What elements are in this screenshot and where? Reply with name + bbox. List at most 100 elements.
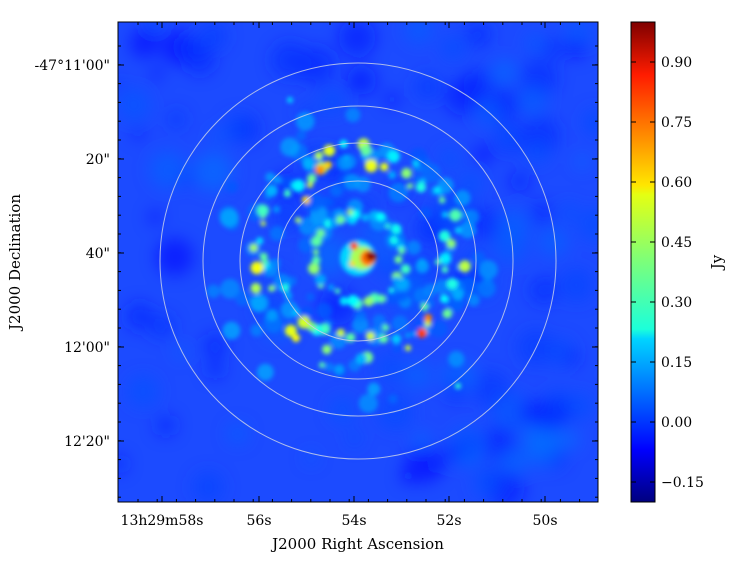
emission-blob bbox=[346, 332, 356, 343]
colorbar-tick-label: 0.30 bbox=[661, 295, 692, 311]
noise-patch bbox=[202, 333, 228, 359]
emission-blob bbox=[295, 217, 301, 223]
emission-blob bbox=[333, 364, 345, 375]
emission-blob bbox=[437, 190, 444, 196]
noise-patch bbox=[543, 37, 566, 60]
emission-blob bbox=[292, 334, 300, 342]
emission-blob bbox=[334, 288, 341, 294]
emission-blob bbox=[446, 278, 458, 290]
emission-blob bbox=[350, 209, 361, 220]
emission-blob bbox=[386, 291, 400, 305]
noise-patch bbox=[578, 208, 598, 242]
emission-blob bbox=[404, 332, 411, 339]
emission-blob bbox=[458, 260, 471, 273]
emission-blob bbox=[464, 209, 480, 225]
noise-patch bbox=[447, 366, 463, 382]
emission-blob bbox=[327, 284, 335, 291]
colorbar-label: Jy bbox=[708, 254, 726, 271]
colorbar-tick-label: 0.60 bbox=[661, 175, 692, 191]
emission-blob bbox=[319, 362, 325, 368]
emission-blob bbox=[311, 255, 321, 265]
overlay-circle bbox=[277, 180, 439, 342]
noise-patch bbox=[174, 345, 188, 359]
colorbar-ticks: −0.15 0.00 0.15 0.30 0.45 0.60 0.75 0.90 bbox=[631, 55, 704, 491]
noise-patch bbox=[575, 154, 589, 169]
emission-blob bbox=[387, 150, 400, 163]
noise-patch bbox=[167, 110, 186, 129]
y-tick-label: 40" bbox=[86, 246, 110, 262]
noise-patch bbox=[559, 268, 594, 302]
noise-patch bbox=[223, 114, 254, 144]
emission-blob bbox=[259, 252, 268, 261]
noise-patch bbox=[501, 130, 515, 144]
emission-blob bbox=[298, 216, 318, 236]
emission-blob bbox=[448, 350, 465, 368]
y-tick-label: 12'20" bbox=[64, 434, 110, 450]
emission-blob bbox=[336, 328, 345, 337]
emission-blob bbox=[343, 154, 350, 160]
emission-blob bbox=[388, 394, 398, 404]
emission-blob bbox=[478, 260, 498, 280]
noise-patch bbox=[439, 148, 461, 170]
emission-blob bbox=[350, 242, 358, 250]
emission-blob bbox=[364, 159, 378, 173]
emission-blob bbox=[391, 223, 402, 234]
noise-patch bbox=[149, 314, 175, 339]
noise-patch bbox=[118, 78, 125, 92]
overlay-circle bbox=[239, 142, 477, 380]
emission-blobs bbox=[206, 97, 498, 413]
emission-blob bbox=[250, 261, 264, 275]
noise-patch bbox=[497, 445, 529, 477]
emission-blob bbox=[222, 321, 241, 340]
noise-patch bbox=[444, 76, 483, 116]
emission-blob bbox=[298, 237, 314, 253]
noise-patch bbox=[404, 22, 434, 44]
noise-patch bbox=[384, 91, 400, 108]
noise-patch bbox=[417, 217, 440, 241]
noise-patch bbox=[582, 108, 598, 133]
emission-blob bbox=[307, 182, 313, 188]
x-tick-label: 56s bbox=[247, 513, 272, 529]
noise-patch bbox=[524, 32, 546, 54]
noise-patch bbox=[348, 73, 363, 88]
emission-blob bbox=[280, 137, 300, 157]
emission-blob bbox=[314, 151, 323, 160]
noise-patch bbox=[565, 392, 594, 421]
y-axis-label: J2000 Declination bbox=[6, 194, 24, 332]
noise-patch bbox=[565, 350, 581, 366]
noise-patch bbox=[148, 151, 187, 189]
emission-blob bbox=[438, 230, 451, 242]
emission-blob bbox=[206, 284, 221, 298]
emission-blob bbox=[367, 382, 381, 396]
emission-blob bbox=[353, 309, 367, 323]
noise-patch bbox=[127, 375, 160, 408]
noise-patch bbox=[566, 39, 586, 59]
noise-patch bbox=[529, 275, 559, 305]
emission-blob bbox=[415, 181, 427, 193]
x-tick-label: 52s bbox=[437, 513, 462, 529]
emission-blob bbox=[226, 181, 238, 193]
emission-blob bbox=[454, 190, 471, 207]
emission-blob bbox=[391, 315, 409, 332]
emission-blob bbox=[336, 215, 345, 225]
emission-blob bbox=[442, 308, 453, 319]
noise-patch bbox=[155, 415, 177, 436]
emission-blob bbox=[266, 309, 278, 322]
colorbar: −0.15 0.00 0.15 0.30 0.45 0.60 0.75 0.90 Jy bbox=[630, 21, 726, 503]
emission-blob bbox=[220, 278, 240, 299]
emission-blob bbox=[292, 179, 305, 193]
noise-patch bbox=[181, 36, 204, 59]
noise-patch bbox=[413, 73, 442, 101]
emission-blob bbox=[339, 296, 349, 306]
noise-patch bbox=[492, 228, 528, 264]
emission-blob bbox=[419, 206, 432, 220]
emission-blob bbox=[388, 287, 394, 293]
emission-blob bbox=[439, 252, 452, 265]
emission-blob bbox=[361, 213, 370, 222]
emission-blob bbox=[249, 243, 258, 253]
noise-patch bbox=[538, 226, 569, 257]
noise-patch bbox=[375, 353, 406, 384]
noise-patch bbox=[199, 22, 227, 51]
emission-blob bbox=[250, 324, 263, 337]
emission-blob bbox=[324, 362, 334, 372]
